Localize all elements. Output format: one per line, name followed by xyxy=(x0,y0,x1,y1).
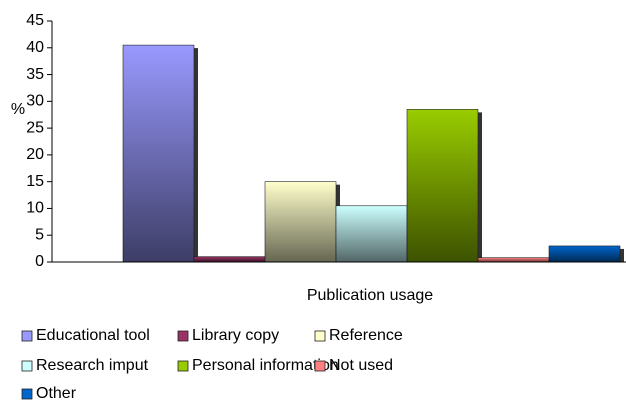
x-axis-label: Publication usage xyxy=(307,287,433,304)
y-tick-label: 45 xyxy=(26,12,44,29)
legend-label: Library copy xyxy=(192,327,279,344)
bar-shade xyxy=(549,245,620,262)
bar-shade xyxy=(407,109,478,262)
legend-swatch xyxy=(314,330,326,342)
legend-label: Personal information xyxy=(192,357,339,374)
bar-shade xyxy=(265,181,336,262)
bar-shade xyxy=(478,257,549,262)
bar-shade xyxy=(194,256,265,262)
y-tick-label: 40 xyxy=(26,39,44,56)
y-tick-label: 20 xyxy=(26,146,44,163)
legend-swatch xyxy=(21,330,33,342)
bar-shade xyxy=(336,205,407,262)
y-tick-label: 30 xyxy=(26,93,44,110)
y-tick-label: 10 xyxy=(26,200,44,217)
legend-swatch xyxy=(177,360,189,372)
legend-label: Reference xyxy=(329,327,403,344)
bar-shade xyxy=(123,45,194,262)
legend-swatch xyxy=(177,330,189,342)
bar-shadow xyxy=(194,48,198,262)
legend-swatch xyxy=(314,360,326,372)
y-tick-label: 35 xyxy=(26,66,44,83)
legend-label: Research imput xyxy=(36,357,149,374)
legend-label: Not used xyxy=(329,357,393,374)
legend-label: Educational tool xyxy=(36,327,150,344)
y-tick-label: 5 xyxy=(35,226,44,243)
y-tick-label: 0 xyxy=(35,253,44,270)
bar-shadow xyxy=(478,112,482,262)
y-tick-label: 15 xyxy=(26,173,44,190)
legend-label: Other xyxy=(36,385,77,401)
legend-swatch xyxy=(21,360,33,372)
y-tick-label: 25 xyxy=(26,119,44,136)
y-axis-label: % xyxy=(11,101,25,118)
bar-shadow xyxy=(620,248,624,262)
legend-swatch xyxy=(21,388,33,400)
